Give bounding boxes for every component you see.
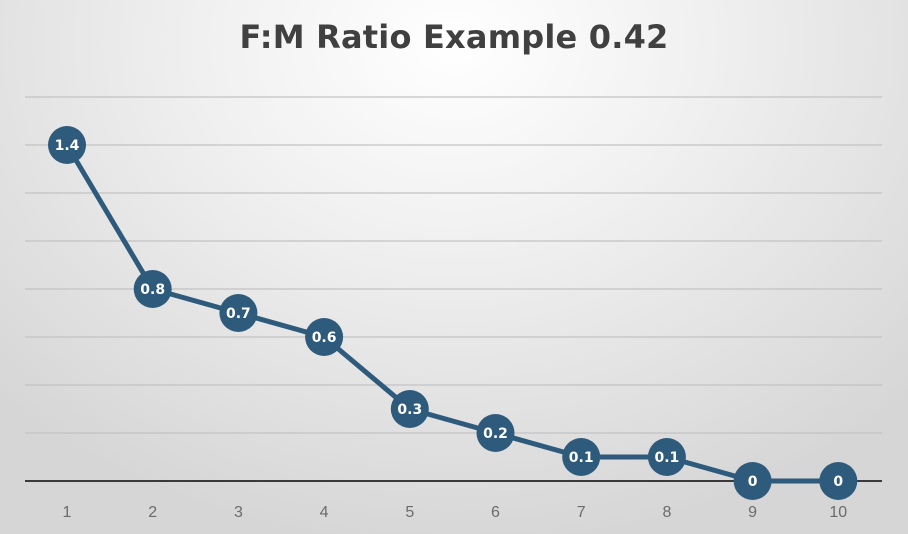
data-label: 0.1 — [569, 450, 594, 466]
data-label: 0.3 — [397, 402, 422, 418]
data-label: 0.2 — [483, 426, 508, 442]
data-point — [733, 462, 772, 500]
data-label: 0.6 — [312, 330, 337, 346]
data-label: 0.7 — [226, 306, 251, 322]
gridlines — [25, 96, 882, 434]
x-tick-label: 2 — [148, 504, 157, 521]
series-line — [64, 143, 839, 484]
data-label: 0.8 — [140, 282, 165, 298]
data-label: 1.4 — [55, 138, 80, 154]
x-tick-label: 3 — [234, 504, 243, 521]
x-tick-label: 1 — [63, 504, 72, 521]
data-point — [476, 414, 515, 452]
data-point — [133, 270, 172, 308]
x-tick-label: 9 — [748, 504, 757, 521]
data-point — [390, 390, 429, 428]
x-tick-label: 8 — [662, 504, 671, 521]
data-point — [562, 438, 601, 476]
x-tick-label: 4 — [320, 504, 329, 521]
chart-title: F:M Ratio Example 0.42 — [239, 18, 669, 56]
data-point — [48, 126, 86, 164]
x-tick-label: 6 — [491, 504, 500, 521]
data-point — [219, 294, 258, 332]
data-point — [647, 438, 686, 476]
series: 1.4 0.8 0.7 0.6 0.3 0.2 0.1 0.1 0 0 — [48, 126, 858, 500]
x-tick-label: 5 — [405, 504, 414, 521]
x-tick-label: 10 — [829, 504, 847, 521]
data-point — [819, 462, 858, 500]
x-tick-label: 7 — [577, 504, 586, 521]
data-label: 0.1 — [654, 450, 679, 466]
data-label: 0 — [748, 474, 758, 490]
data-label: 0 — [833, 474, 843, 490]
data-point — [305, 318, 344, 356]
